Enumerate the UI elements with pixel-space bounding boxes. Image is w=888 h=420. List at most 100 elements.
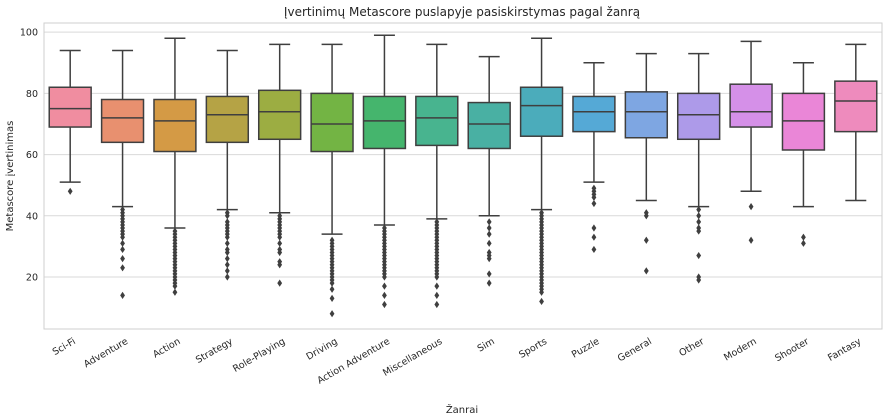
box-puzzle bbox=[572, 62, 616, 254]
outlier-point bbox=[67, 187, 73, 195]
outlier-point bbox=[224, 239, 230, 247]
outlier-point bbox=[748, 203, 754, 211]
y-tick-label: 100 bbox=[20, 28, 38, 39]
boxes bbox=[48, 34, 878, 318]
iqr-box bbox=[100, 98, 145, 144]
outlier-point bbox=[696, 206, 702, 214]
outlier-point bbox=[329, 294, 335, 302]
outlier-point bbox=[382, 291, 387, 299]
outlier-point bbox=[486, 224, 492, 232]
box-shooter bbox=[781, 62, 826, 247]
outlier-point bbox=[172, 282, 178, 290]
outlier-point bbox=[486, 218, 492, 226]
outlier-point bbox=[382, 300, 387, 309]
outlier-point bbox=[486, 255, 492, 263]
iqr-box bbox=[781, 92, 826, 151]
iqr-box bbox=[153, 98, 197, 153]
outlier-point bbox=[748, 236, 754, 244]
y-axis-label: Metascore įvertinimas bbox=[5, 121, 16, 232]
outlier-point bbox=[696, 218, 702, 226]
outlier-point bbox=[120, 245, 125, 254]
box-fantasy bbox=[834, 43, 878, 202]
x-tick-label: Fantasy bbox=[826, 336, 863, 364]
chart-title: Įvertinimų Metascore puslapyje pasiskirs… bbox=[284, 5, 640, 19]
outlier-point bbox=[643, 212, 649, 220]
box-adventure bbox=[100, 49, 145, 299]
x-tick-label: Role-Playing bbox=[231, 336, 287, 375]
x-tick-label: Sci-Fi bbox=[51, 336, 78, 358]
outlier-point bbox=[277, 239, 283, 247]
outlier-point bbox=[224, 212, 230, 220]
outlier-point bbox=[591, 224, 597, 232]
outlier-point bbox=[224, 248, 230, 257]
outlier-point bbox=[277, 248, 283, 257]
outlier-point bbox=[696, 276, 702, 284]
outlier-point bbox=[329, 279, 335, 287]
outlier-point bbox=[591, 193, 597, 202]
outlier-point bbox=[224, 261, 230, 269]
outlier-point bbox=[120, 239, 125, 247]
outlier-point bbox=[382, 282, 387, 290]
outlier-point bbox=[486, 239, 492, 247]
outlier-point bbox=[224, 233, 230, 241]
outlier-point bbox=[643, 267, 649, 275]
x-tick-label: Action bbox=[151, 336, 182, 360]
box-action bbox=[153, 37, 197, 296]
outlier-point bbox=[120, 291, 125, 299]
outlier-point bbox=[539, 288, 544, 296]
outlier-point bbox=[329, 285, 335, 293]
iqr-box bbox=[467, 101, 511, 150]
x-tick-label: Adventure bbox=[82, 336, 130, 370]
iqr-box bbox=[624, 91, 669, 139]
outlier-point bbox=[277, 261, 283, 269]
box-driving bbox=[310, 43, 354, 318]
iqr-box bbox=[205, 95, 250, 144]
outlier-point bbox=[434, 300, 440, 309]
iqr-box bbox=[310, 92, 354, 153]
iqr-box bbox=[48, 86, 92, 128]
outlier-point bbox=[486, 230, 492, 238]
x-tick-label: Sim bbox=[476, 336, 497, 354]
x-tick-label: Other bbox=[677, 336, 706, 359]
outlier-point bbox=[696, 227, 702, 235]
iqr-box bbox=[415, 95, 459, 147]
outlier-point bbox=[224, 267, 230, 275]
grid-lines bbox=[44, 31, 882, 278]
x-tick-label: Sports bbox=[517, 336, 549, 361]
y-tick-label: 60 bbox=[26, 150, 38, 161]
outlier-point bbox=[277, 233, 283, 241]
plot-frame bbox=[43, 22, 883, 330]
outlier-point bbox=[434, 282, 440, 290]
x-tick-label: Puzzle bbox=[570, 336, 602, 361]
x-tick-label: Strategy bbox=[194, 336, 235, 366]
x-tick-label: Shooter bbox=[773, 336, 811, 364]
outlier-point bbox=[591, 245, 597, 254]
outlier-point bbox=[277, 279, 283, 287]
y-tick-labels: 20 40 60 80 100 bbox=[20, 28, 38, 284]
outlier-point bbox=[224, 273, 230, 281]
outlier-point bbox=[486, 270, 492, 278]
x-tick-label: Miscellaneous bbox=[381, 336, 444, 379]
outlier-point bbox=[486, 279, 492, 287]
outlier-point bbox=[120, 264, 125, 272]
outlier-point bbox=[801, 239, 806, 247]
outlier-point bbox=[591, 233, 597, 241]
x-tick-label: Modern bbox=[722, 336, 758, 363]
y-tick-label: 20 bbox=[26, 272, 38, 283]
outlier-point bbox=[801, 233, 806, 241]
box-action-adventure bbox=[362, 34, 407, 309]
outlier-point bbox=[172, 288, 178, 296]
box-sim bbox=[467, 55, 511, 287]
y-tick-label: 80 bbox=[26, 89, 38, 100]
outlier-point bbox=[434, 291, 440, 299]
box-general bbox=[624, 52, 669, 275]
outlier-point bbox=[539, 297, 544, 306]
x-tick-label: General bbox=[616, 336, 654, 364]
box-strategy bbox=[205, 49, 250, 281]
iqr-box bbox=[257, 89, 302, 141]
outlier-point bbox=[434, 273, 440, 281]
outlier-point bbox=[120, 255, 125, 263]
box-other bbox=[676, 52, 721, 284]
outlier-point bbox=[696, 251, 702, 260]
